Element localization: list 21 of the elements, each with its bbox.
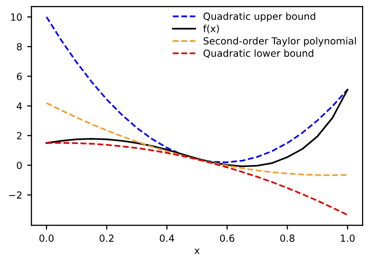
y-tick-label: −2 xyxy=(9,191,22,199)
x-tick-label: 0.0 xyxy=(39,234,54,242)
x-axis-title: x xyxy=(194,248,200,254)
line-series xyxy=(46,102,348,176)
legend-label: f(x) xyxy=(203,24,219,34)
x-tick-label: 0.6 xyxy=(220,234,234,242)
x-tick-label: 0.2 xyxy=(100,234,114,242)
x-tick-label: 0.8 xyxy=(280,234,294,242)
legend-label: Quadratic lower bound xyxy=(204,49,314,58)
x-tick-label: 1.0 xyxy=(340,234,355,242)
y-tick-label: 6 xyxy=(16,72,22,80)
y-tick-label: 10 xyxy=(11,13,22,21)
y-tick-label: 8 xyxy=(16,43,22,50)
y-tick-label: 0 xyxy=(16,162,22,170)
x-tick-label: 0.4 xyxy=(160,234,174,242)
line-series xyxy=(46,88,348,168)
legend-label: Second-order Taylor polynomial xyxy=(204,37,356,46)
y-tick-label: 2 xyxy=(16,132,22,140)
y-tick-label: 4 xyxy=(16,102,22,110)
line-series xyxy=(46,142,348,216)
legend-label: Quadratic upper bound xyxy=(204,12,316,22)
